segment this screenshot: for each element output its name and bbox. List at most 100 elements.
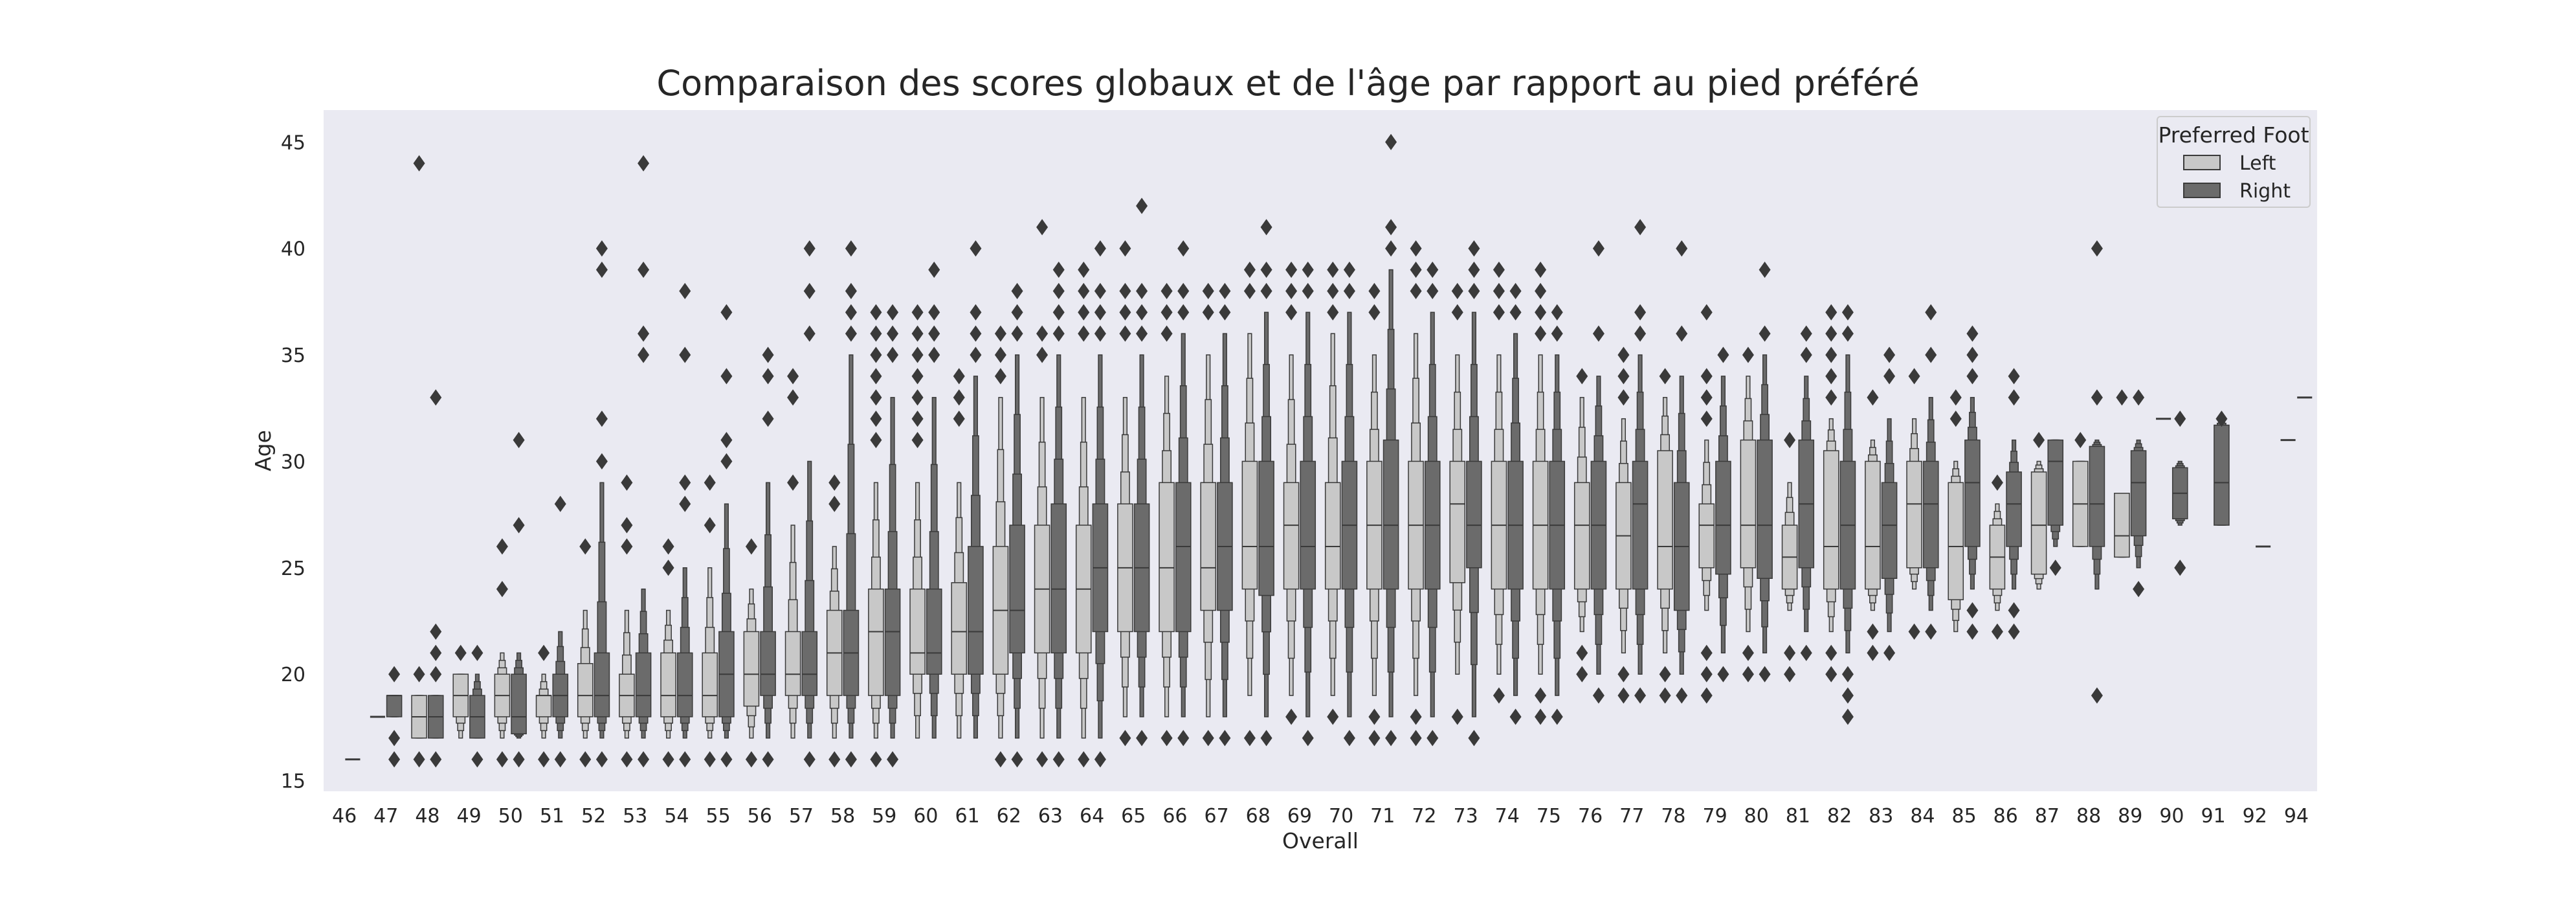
outlier-point — [928, 304, 940, 321]
outlier-point — [1094, 751, 1106, 768]
box-iqr — [2047, 439, 2064, 526]
outlier-point — [2008, 368, 2020, 385]
outlier-point — [1841, 687, 1854, 704]
outlier-point — [1742, 346, 1754, 363]
boxen-right-56 — [760, 346, 776, 768]
boxen-left-65 — [1117, 240, 1133, 747]
box-iqr — [909, 588, 926, 675]
outlier-point — [803, 282, 816, 300]
outlier-point — [1410, 282, 1422, 300]
outlier-point — [2091, 389, 2103, 406]
outlier-point — [1784, 431, 1796, 449]
x-tick-label: 75 — [1537, 805, 1561, 828]
outlier-point — [1052, 325, 1065, 342]
x-tick-label: 57 — [789, 805, 814, 828]
outlier-point — [911, 431, 924, 449]
outlier-point — [1700, 666, 1713, 682]
outlier-point — [1535, 261, 1547, 278]
x-tick-label: 89 — [2118, 805, 2142, 828]
outlier-point — [787, 474, 799, 491]
outlier-point — [1493, 687, 1505, 704]
outlier-point — [870, 431, 882, 449]
outlier-point — [1883, 644, 1896, 661]
boxen-left-50 — [494, 538, 511, 768]
x-tick-label: 71 — [1370, 805, 1395, 828]
outlier-point — [1676, 325, 1688, 342]
outlier-point — [887, 346, 899, 363]
outlier-point — [870, 325, 882, 342]
outlier-point — [1509, 282, 1522, 300]
outlier-point — [1742, 644, 1754, 661]
outlier-point — [1617, 346, 1630, 363]
outlier-point — [638, 155, 650, 172]
outlier-point — [1991, 623, 2003, 640]
boxen-left-53 — [619, 474, 635, 768]
outlier-point — [1883, 368, 1896, 385]
outlier-point — [1177, 282, 1190, 300]
boxen-right-82 — [1839, 304, 1856, 725]
outlier-point — [887, 304, 899, 321]
outlier-point — [595, 453, 608, 470]
outlier-point — [1052, 751, 1065, 768]
outlier-point — [1302, 282, 1314, 300]
x-tick-label: 83 — [1869, 805, 1893, 828]
x-tick-label: 66 — [1162, 805, 1187, 828]
x-tick-label: 55 — [705, 805, 730, 828]
boxen-left-72 — [1408, 240, 1424, 747]
outlier-point — [1410, 708, 1422, 725]
box-iqr — [743, 631, 760, 707]
outlier-point — [1260, 219, 1272, 236]
outlier-point — [2215, 411, 2228, 427]
boxen-right-61 — [968, 240, 984, 739]
legend: Preferred Foot Left Right — [2157, 116, 2311, 208]
y-axis: 15 20 25 30 35 40 45 — [281, 131, 305, 793]
outlier-point — [1094, 304, 1106, 321]
outlier-point — [845, 325, 857, 342]
boxen-right-79 — [1715, 346, 1731, 682]
box-iqr — [2089, 445, 2105, 547]
outlier-point — [828, 751, 841, 768]
chart-title: Comparaison des scores globaux et de l'â… — [656, 63, 1919, 104]
outlier-point — [388, 751, 401, 768]
outlier-point — [1634, 325, 1647, 342]
outlier-point — [1094, 240, 1106, 257]
legend-label-right: Right — [2239, 180, 2291, 203]
outlier-point — [413, 155, 425, 172]
x-tick-label: 54 — [664, 805, 689, 828]
boxen-right-80 — [1757, 261, 1773, 682]
x-tick-label: 86 — [1993, 805, 2018, 828]
boxen-left-55 — [702, 474, 718, 768]
outlier-point — [638, 346, 650, 363]
boxen-right-67 — [1217, 282, 1233, 747]
boxen-left-81 — [1781, 431, 1798, 682]
outlier-point — [1551, 708, 1563, 725]
box-iqr — [926, 588, 942, 675]
boxen-left-83 — [1865, 389, 1881, 661]
x-tick-label: 73 — [1453, 805, 1478, 828]
boxen-left-57 — [784, 368, 801, 739]
outlier-point — [1011, 751, 1023, 768]
outlier-point — [1592, 325, 1604, 342]
outlier-point — [2008, 623, 2020, 640]
outlier-point — [621, 474, 633, 491]
boxen-right-77 — [1632, 219, 1649, 704]
boxen-left-60 — [909, 304, 926, 739]
outlier-point — [1509, 304, 1522, 321]
outlier-point — [513, 431, 525, 449]
boxen-right-70 — [1341, 261, 1358, 747]
box-iqr — [511, 673, 527, 734]
outlier-point — [704, 751, 716, 768]
x-axis-label: Overall — [1282, 828, 1359, 853]
outlier-point — [1634, 687, 1647, 704]
outlier-point — [1036, 751, 1049, 768]
outlier-point — [1177, 304, 1190, 321]
outlier-point — [1219, 282, 1231, 300]
outlier-point — [1078, 325, 1090, 342]
outlier-point — [1427, 261, 1439, 278]
outlier-point — [1617, 666, 1630, 682]
outlier-point — [1676, 687, 1688, 704]
x-tick-label: 77 — [1619, 805, 1644, 828]
outlier-point — [1617, 389, 1630, 406]
outlier-point — [803, 240, 816, 257]
box-iqr — [1632, 460, 1649, 590]
